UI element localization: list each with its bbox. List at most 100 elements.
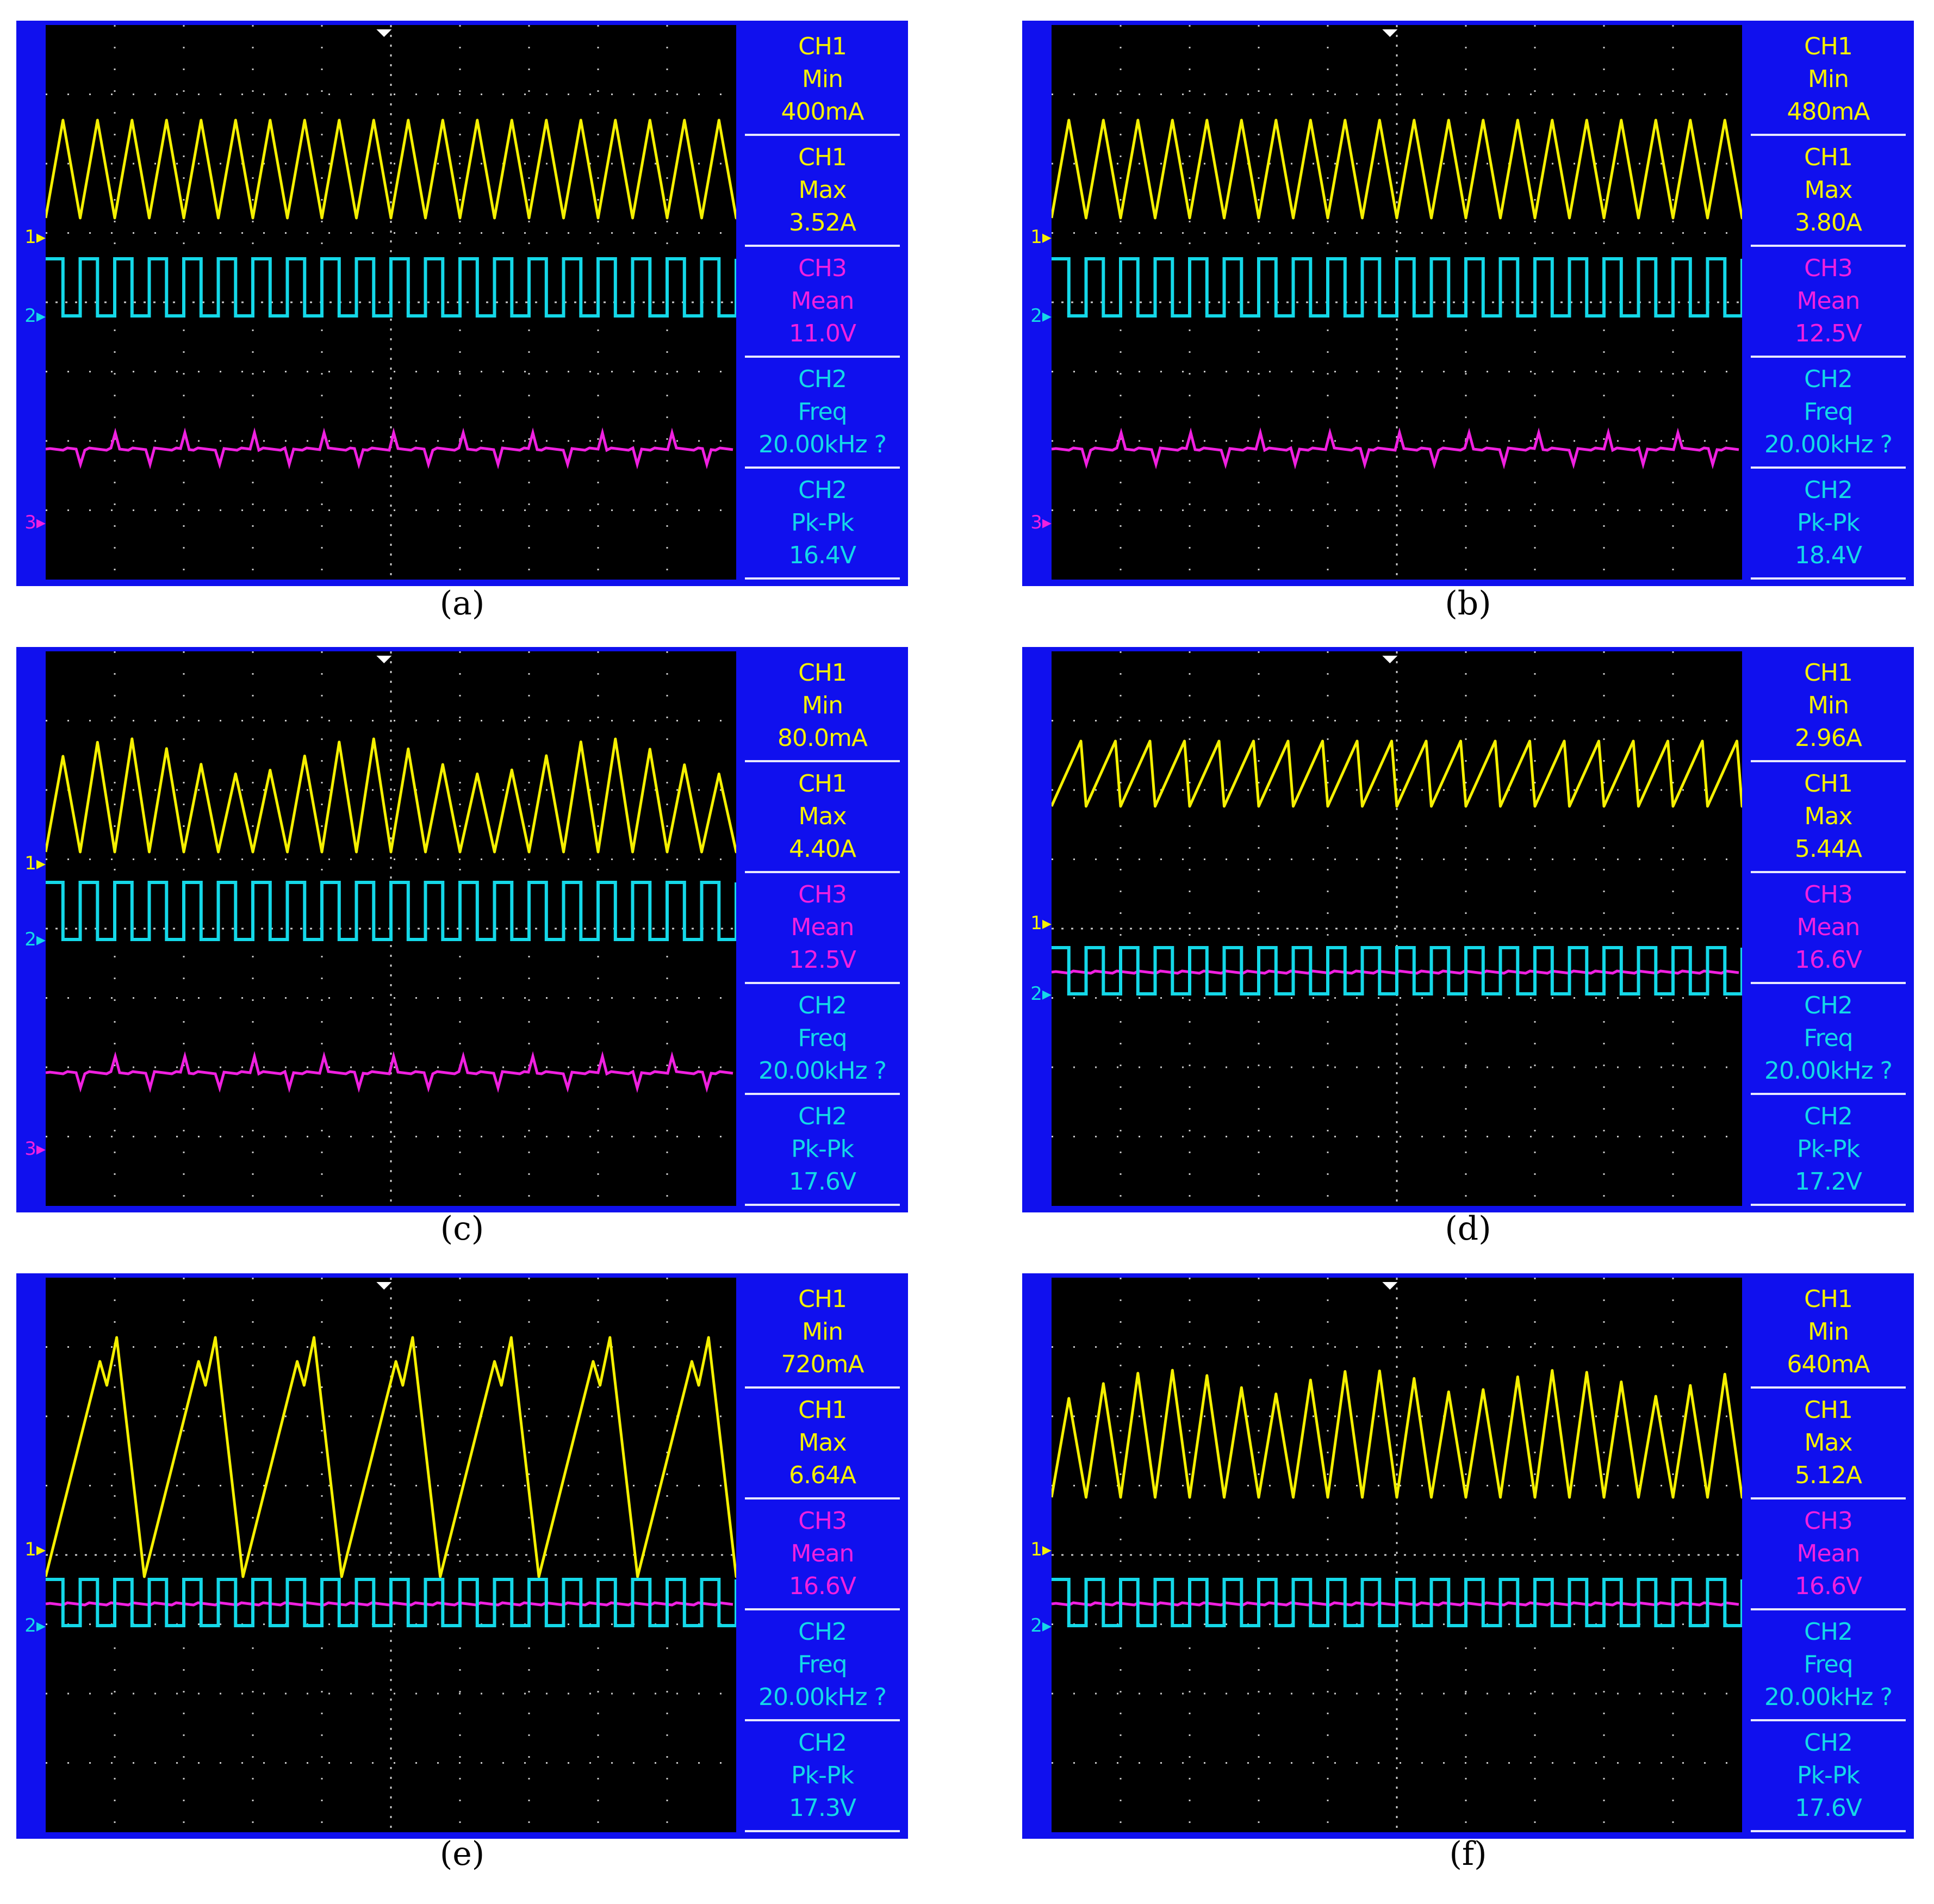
measurement-type: Mean — [791, 913, 855, 941]
measurement-channel: CH1 — [798, 770, 847, 798]
measurement-divider — [1751, 760, 1906, 762]
measurement-channel: CH2 — [1804, 1729, 1853, 1757]
measurement-readout: CH2 Pk-Pk 17.6V — [1751, 1721, 1906, 1832]
measurement-value: 2.96A — [1794, 724, 1862, 752]
measurement-value: 16.6V — [788, 1572, 856, 1600]
ch1-current-waveform — [1052, 739, 1742, 808]
measurement-type: Max — [798, 176, 847, 204]
measurement-type: Max — [1804, 1429, 1853, 1457]
measurement-channel: CH1 — [798, 144, 847, 171]
measurement-channel: CH3 — [1804, 254, 1853, 282]
measurement-value: 5.44A — [1794, 835, 1862, 863]
measurement-channel: CH2 — [1804, 992, 1853, 1019]
measurement-channel: CH2 — [798, 365, 847, 393]
measurement-value: 400mA — [781, 98, 865, 126]
ch1-current-waveform — [1052, 119, 1742, 220]
measurement-channel: CH2 — [798, 1729, 847, 1757]
graticule — [46, 25, 736, 580]
measurement-channel: CH1 — [1804, 1285, 1853, 1313]
panel-caption: (f) — [1449, 1835, 1487, 1873]
measurement-divider — [745, 1608, 900, 1610]
measurement-channel: CH2 — [798, 992, 847, 1019]
measurement-channel: CH2 — [798, 1618, 847, 1646]
ch1-level-marker: 1▸ — [24, 853, 46, 874]
trigger-position-icon — [376, 1282, 392, 1290]
waveform-screen — [1052, 1278, 1742, 1832]
measurement-divider — [745, 1719, 900, 1721]
measurement-channel: CH3 — [798, 881, 847, 909]
measurement-value: 480mA — [1787, 98, 1870, 126]
ch2-gate-waveform — [46, 257, 736, 318]
ch1-level-marker: 1▸ — [24, 226, 46, 248]
measurement-divider — [745, 1204, 900, 1206]
measurement-value: 16.4V — [788, 542, 856, 569]
measurement-value: 3.52A — [788, 209, 856, 237]
measurement-panel: CH1 Min 2.96A CH1 Max 5.44A CH3 Mean 16.6V CH2 Fre… — [1751, 651, 1906, 1206]
trigger-position-icon — [376, 656, 392, 663]
measurement-panel: CH1 Min 400mA CH1 Max 3.52A CH3 Mean 11.0V CH2 Fre… — [745, 25, 900, 580]
measurement-divider — [745, 356, 900, 358]
measurement-panel: CH1 Min 480mA CH1 Max 3.80A CH3 Mean 12.5V CH2 Fre… — [1751, 25, 1906, 580]
measurement-type: Pk-Pk — [1797, 1135, 1860, 1163]
measurement-divider — [1751, 1497, 1906, 1499]
measurement-type: Max — [798, 1429, 847, 1457]
graticule — [46, 651, 736, 1206]
measurement-value: 12.5V — [788, 946, 856, 974]
measurement-channel: CH1 — [1804, 33, 1853, 60]
measurement-divider — [1751, 1204, 1906, 1206]
waveform-plot — [1052, 1278, 1742, 1832]
measurement-readout: CH3 Mean 11.0V — [745, 247, 900, 358]
measurement-type: Pk-Pk — [791, 1762, 854, 1789]
measurement-divider — [1751, 1719, 1906, 1721]
measurement-readout: CH1 Max 5.12A — [1751, 1389, 1906, 1499]
measurement-value: 20.00kHz ? — [1764, 1057, 1893, 1085]
measurement-type: Pk-Pk — [1797, 1762, 1860, 1789]
measurement-type: Freq — [1804, 1651, 1853, 1678]
ch1-level-marker: 1▸ — [1030, 226, 1052, 248]
measurement-divider — [745, 245, 900, 247]
measurement-type: Pk-Pk — [791, 1135, 854, 1163]
measurement-value: 17.3V — [788, 1794, 856, 1822]
measurement-channel: CH2 — [1804, 365, 1853, 393]
measurement-value: 20.00kHz ? — [1764, 431, 1893, 458]
measurement-readout: CH1 Max 3.80A — [1751, 136, 1906, 247]
measurement-type: Max — [1804, 176, 1853, 204]
measurement-value: 6.64A — [788, 1461, 856, 1489]
measurement-divider — [745, 466, 900, 469]
measurement-channel: CH2 — [798, 1103, 847, 1130]
measurement-readout: CH3 Mean 12.5V — [745, 873, 900, 984]
measurement-channel: CH1 — [798, 33, 847, 60]
ch2-level-marker: 2▸ — [1030, 1615, 1052, 1637]
waveform-screen — [1052, 25, 1742, 580]
measurement-readout: CH1 Min 400mA — [745, 25, 900, 136]
oscilloscope-display: 1▸ 2▸ CH1 Min 720mA CH1 Max 6.64A CH3 Mean 16.6V CH… — [16, 1273, 908, 1839]
ch1-level-marker: 1▸ — [1030, 1539, 1052, 1560]
measurement-type: Mean — [1796, 913, 1861, 941]
measurement-type: Max — [1804, 802, 1853, 830]
measurement-value: 640mA — [1787, 1351, 1870, 1378]
measurement-readout: CH1 Min 80.0mA — [745, 651, 900, 762]
measurement-readout: CH2 Freq 20.00kHz ? — [745, 358, 900, 469]
measurement-channel: CH1 — [1804, 144, 1853, 171]
measurement-readout: CH1 Max 4.40A — [745, 762, 900, 873]
measurement-panel: CH1 Min 640mA CH1 Max 5.12A CH3 Mean 16.6V CH2 Fre… — [1751, 1278, 1906, 1832]
ch2-level-marker: 2▸ — [24, 1615, 46, 1637]
measurement-divider — [1751, 245, 1906, 247]
measurement-divider — [745, 1386, 900, 1389]
ch2-gate-waveform — [1052, 257, 1742, 318]
measurement-divider — [1751, 466, 1906, 469]
ch1-current-waveform — [46, 1336, 736, 1578]
ch2-level-marker: 2▸ — [24, 929, 46, 950]
measurement-divider — [1751, 356, 1906, 358]
measurement-panel: CH1 Min 720mA CH1 Max 6.64A CH3 Mean 16.6V CH2 Fre… — [745, 1278, 900, 1832]
measurement-value: 17.2V — [1794, 1168, 1862, 1196]
measurement-channel: CH2 — [798, 476, 847, 504]
measurement-channel: CH2 — [1804, 1618, 1853, 1646]
measurement-channel: CH1 — [798, 659, 847, 687]
measurement-value: 16.6V — [1794, 1572, 1862, 1600]
ch1-current-waveform — [1052, 1368, 1742, 1499]
ch2-level-marker: 2▸ — [24, 305, 46, 327]
oscilloscope-display: 1▸ 2▸ 3▸ CH1 Min 480mA CH1 Max 3.80A CH3 Mean 12.5V… — [1022, 21, 1914, 586]
measurement-channel: CH1 — [1804, 659, 1853, 687]
ch1-level-marker: 1▸ — [1030, 912, 1052, 934]
